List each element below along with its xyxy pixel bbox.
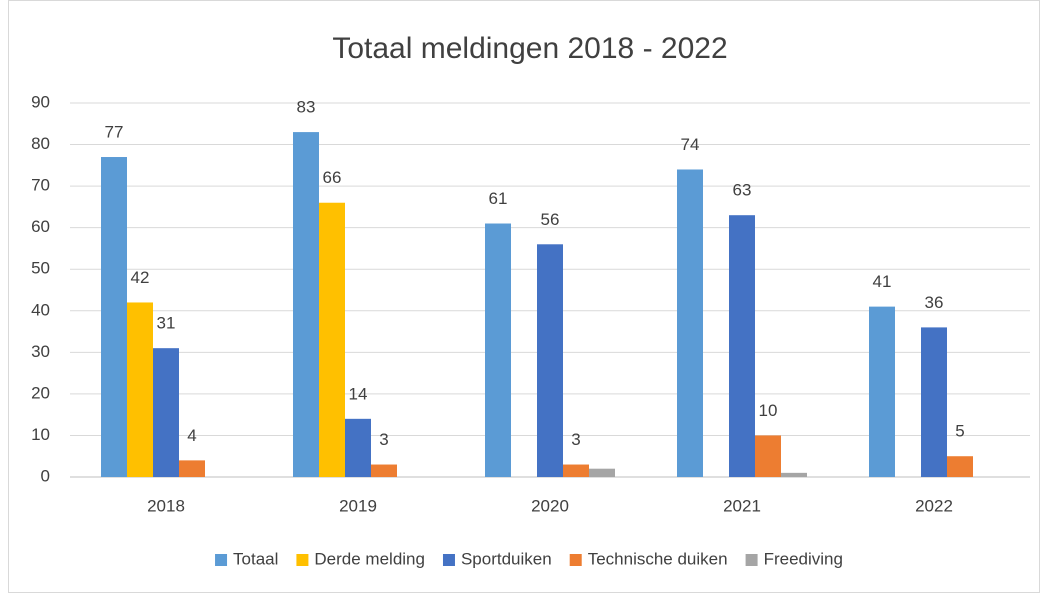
legend-swatch [442, 554, 455, 566]
x-tick-label: 2018 [147, 496, 185, 515]
bar [781, 472, 807, 477]
y-tick-label: 80 [31, 134, 50, 153]
chart-border [8, 0, 1040, 593]
bar [563, 464, 589, 477]
y-tick-label: 50 [31, 259, 50, 278]
bar [345, 418, 371, 477]
bar [677, 169, 703, 477]
data-label: 3 [571, 430, 580, 449]
x-tick-label: 2020 [531, 496, 569, 515]
y-tick-label: 70 [31, 176, 50, 195]
y-tick-label: 30 [31, 342, 50, 361]
data-label: 77 [105, 123, 124, 142]
bar [371, 464, 397, 477]
bar [537, 244, 563, 477]
bar [755, 435, 781, 477]
data-label: 74 [681, 135, 700, 154]
y-tick-label: 60 [31, 217, 50, 236]
data-label: 5 [955, 422, 964, 441]
data-label: 41 [873, 272, 892, 291]
data-label: 66 [323, 168, 342, 187]
y-tick-label: 90 [31, 92, 50, 111]
y-tick-label: 0 [41, 466, 50, 485]
chart-title: Totaal meldingen 2018 - 2022 [332, 32, 727, 65]
legend-label: Totaal [233, 549, 278, 568]
bar [485, 223, 511, 477]
x-tick-label: 2019 [339, 496, 377, 515]
y-tick-label: 20 [31, 383, 50, 402]
data-label: 42 [131, 268, 150, 287]
y-tick-label: 10 [31, 425, 50, 444]
bar [947, 456, 973, 477]
data-label: 36 [925, 293, 944, 312]
data-label: 61 [489, 189, 508, 208]
data-label: 4 [187, 426, 196, 445]
bar [179, 460, 205, 477]
data-label: 3 [379, 430, 388, 449]
bar [127, 302, 153, 477]
data-label: 63 [733, 181, 752, 200]
bar [729, 215, 755, 477]
legend-label: Derde melding [314, 549, 425, 568]
legend-swatch [296, 554, 309, 566]
bar [921, 327, 947, 477]
bar [869, 306, 895, 477]
legend-swatch [215, 554, 228, 566]
y-tick-label: 40 [31, 300, 50, 319]
bar [293, 132, 319, 478]
legend-swatch [569, 554, 582, 566]
bar [589, 468, 615, 477]
legend-label: Technische duiken [588, 549, 728, 568]
data-label: 56 [541, 210, 560, 229]
x-tick-label: 2021 [723, 496, 761, 515]
legend-label: Sportduiken [461, 549, 552, 568]
x-tick-label: 2022 [915, 496, 953, 515]
data-label: 14 [349, 384, 368, 403]
bar [101, 157, 127, 477]
bar [319, 202, 345, 477]
legend-swatch [745, 554, 758, 566]
bar [153, 348, 179, 477]
data-label: 31 [157, 314, 176, 333]
data-label: 10 [759, 401, 778, 420]
data-label: 83 [297, 98, 316, 117]
legend-label: Freediving [764, 549, 843, 568]
